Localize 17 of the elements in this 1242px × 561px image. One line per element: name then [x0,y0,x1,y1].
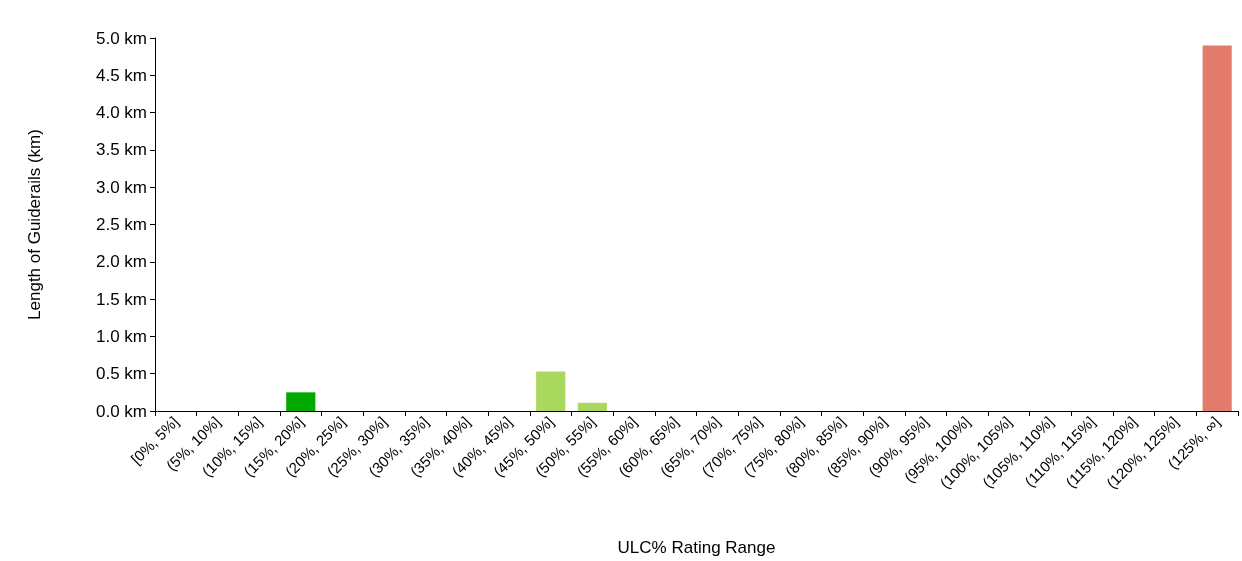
bar [1202,45,1232,411]
y-tick-label: 0.5 km [95,364,147,384]
y-tick-label: 4.5 km [95,65,147,85]
x-axis-title: ULC% Rating Range [617,538,776,557]
bar [577,402,607,411]
y-tick-label: 5.0 km [95,28,147,48]
y-tick-label: 3.5 km [95,140,147,160]
y-tick-label: 1.0 km [95,326,147,346]
y-axis-title: Length of Guiderails (km) [25,129,44,320]
y-tick-label: 1.5 km [95,289,147,309]
y-tick-label: 4.0 km [95,103,147,123]
y-tick-label: 3.0 km [95,177,147,197]
y-tick-label: 2.5 km [95,215,147,234]
y-tick-label: 2.0 km [95,252,147,272]
bar [536,371,566,411]
y-tick-label: 0.0 km [95,401,147,421]
bar [286,392,316,411]
